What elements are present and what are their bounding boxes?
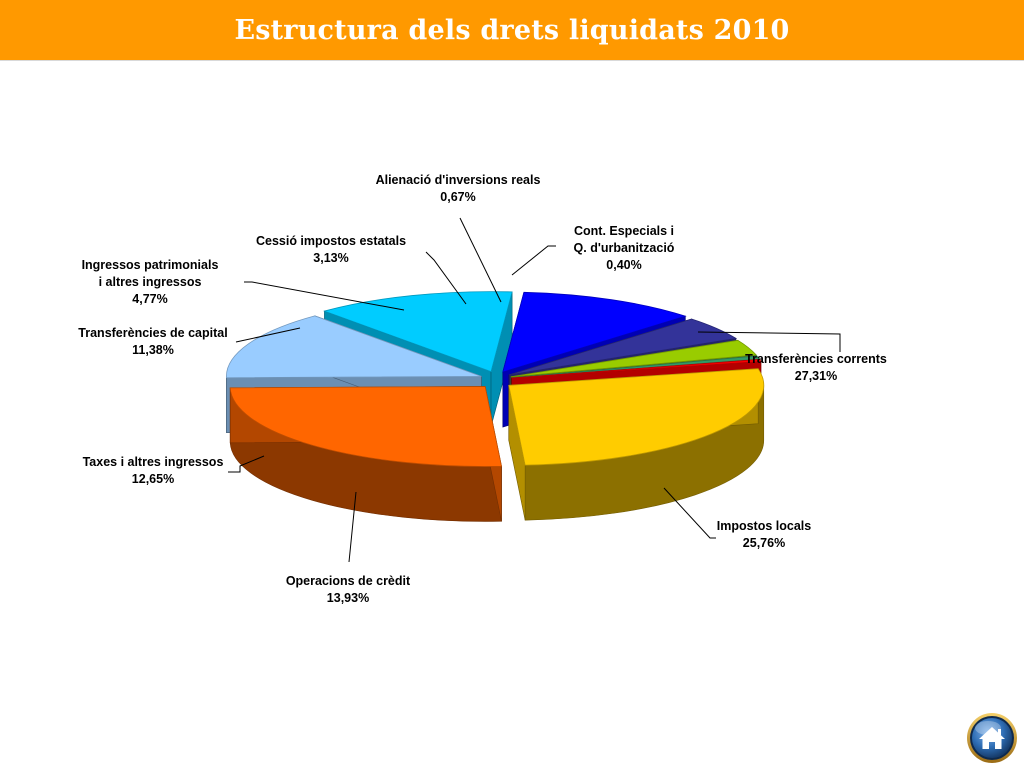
- data-label-value: 12,65%: [132, 472, 174, 486]
- data-label: Transferències de capital 11,38%: [78, 326, 227, 357]
- data-label-name: i altres ingressos: [99, 275, 202, 289]
- data-label-name: Ingressos patrimonials: [82, 258, 219, 272]
- slide-title: Estructura dels drets liquidats 2010: [234, 15, 789, 46]
- data-label: Taxes i altres ingressos 12,65%: [83, 455, 224, 486]
- data-label: Transferències corrents 27,31%: [745, 352, 887, 383]
- data-label-name: Q. d'urbanització: [574, 241, 675, 255]
- data-label-name: Taxes i altres ingressos: [83, 455, 224, 469]
- home-icon: [966, 712, 1018, 764]
- home-button[interactable]: [966, 712, 1018, 764]
- data-label-name: Transferències de capital: [78, 326, 227, 340]
- data-label-name: Impostos locals: [717, 519, 812, 533]
- data-label-value: 0,67%: [440, 190, 475, 204]
- data-label-value: 4,77%: [132, 292, 167, 306]
- data-label-value: 25,76%: [743, 536, 785, 550]
- data-label-name: Cessió impostos estatals: [256, 234, 406, 248]
- data-label: Cont. Especials i Q. d'urbanització 0,40%: [574, 224, 675, 272]
- data-label-name: Transferències corrents: [745, 352, 887, 366]
- data-label: Ingressos patrimonials i altres ingressos…: [82, 258, 219, 306]
- leader-line: [244, 282, 404, 310]
- pie-slice: [230, 386, 501, 521]
- data-label-value: 13,93%: [327, 591, 369, 605]
- title-bar: Estructura dels drets liquidats 2010: [0, 0, 1024, 61]
- data-label-value: 3,13%: [313, 251, 348, 265]
- leader-line: [512, 246, 556, 275]
- pie-slice: [509, 369, 764, 520]
- data-label: Cessió impostos estatals 3,13%: [256, 234, 406, 265]
- data-label-name: Operacions de crèdit: [286, 574, 411, 588]
- data-label-value: 0,40%: [606, 258, 641, 272]
- data-label-name: Cont. Especials i: [574, 224, 674, 238]
- data-label: Operacions de crèdit 13,93%: [286, 574, 411, 605]
- leader-line: [460, 218, 501, 302]
- data-label: Alienació d'inversions reals 0,67%: [376, 173, 541, 204]
- data-label-name: Alienació d'inversions reals: [376, 173, 541, 187]
- pie-chart: Transferències corrents 27,31% Impostos lo…: [0, 60, 1024, 768]
- data-label-value: 27,31%: [795, 369, 837, 383]
- data-label-value: 11,38%: [132, 343, 174, 357]
- data-label: Impostos locals 25,76%: [717, 519, 812, 550]
